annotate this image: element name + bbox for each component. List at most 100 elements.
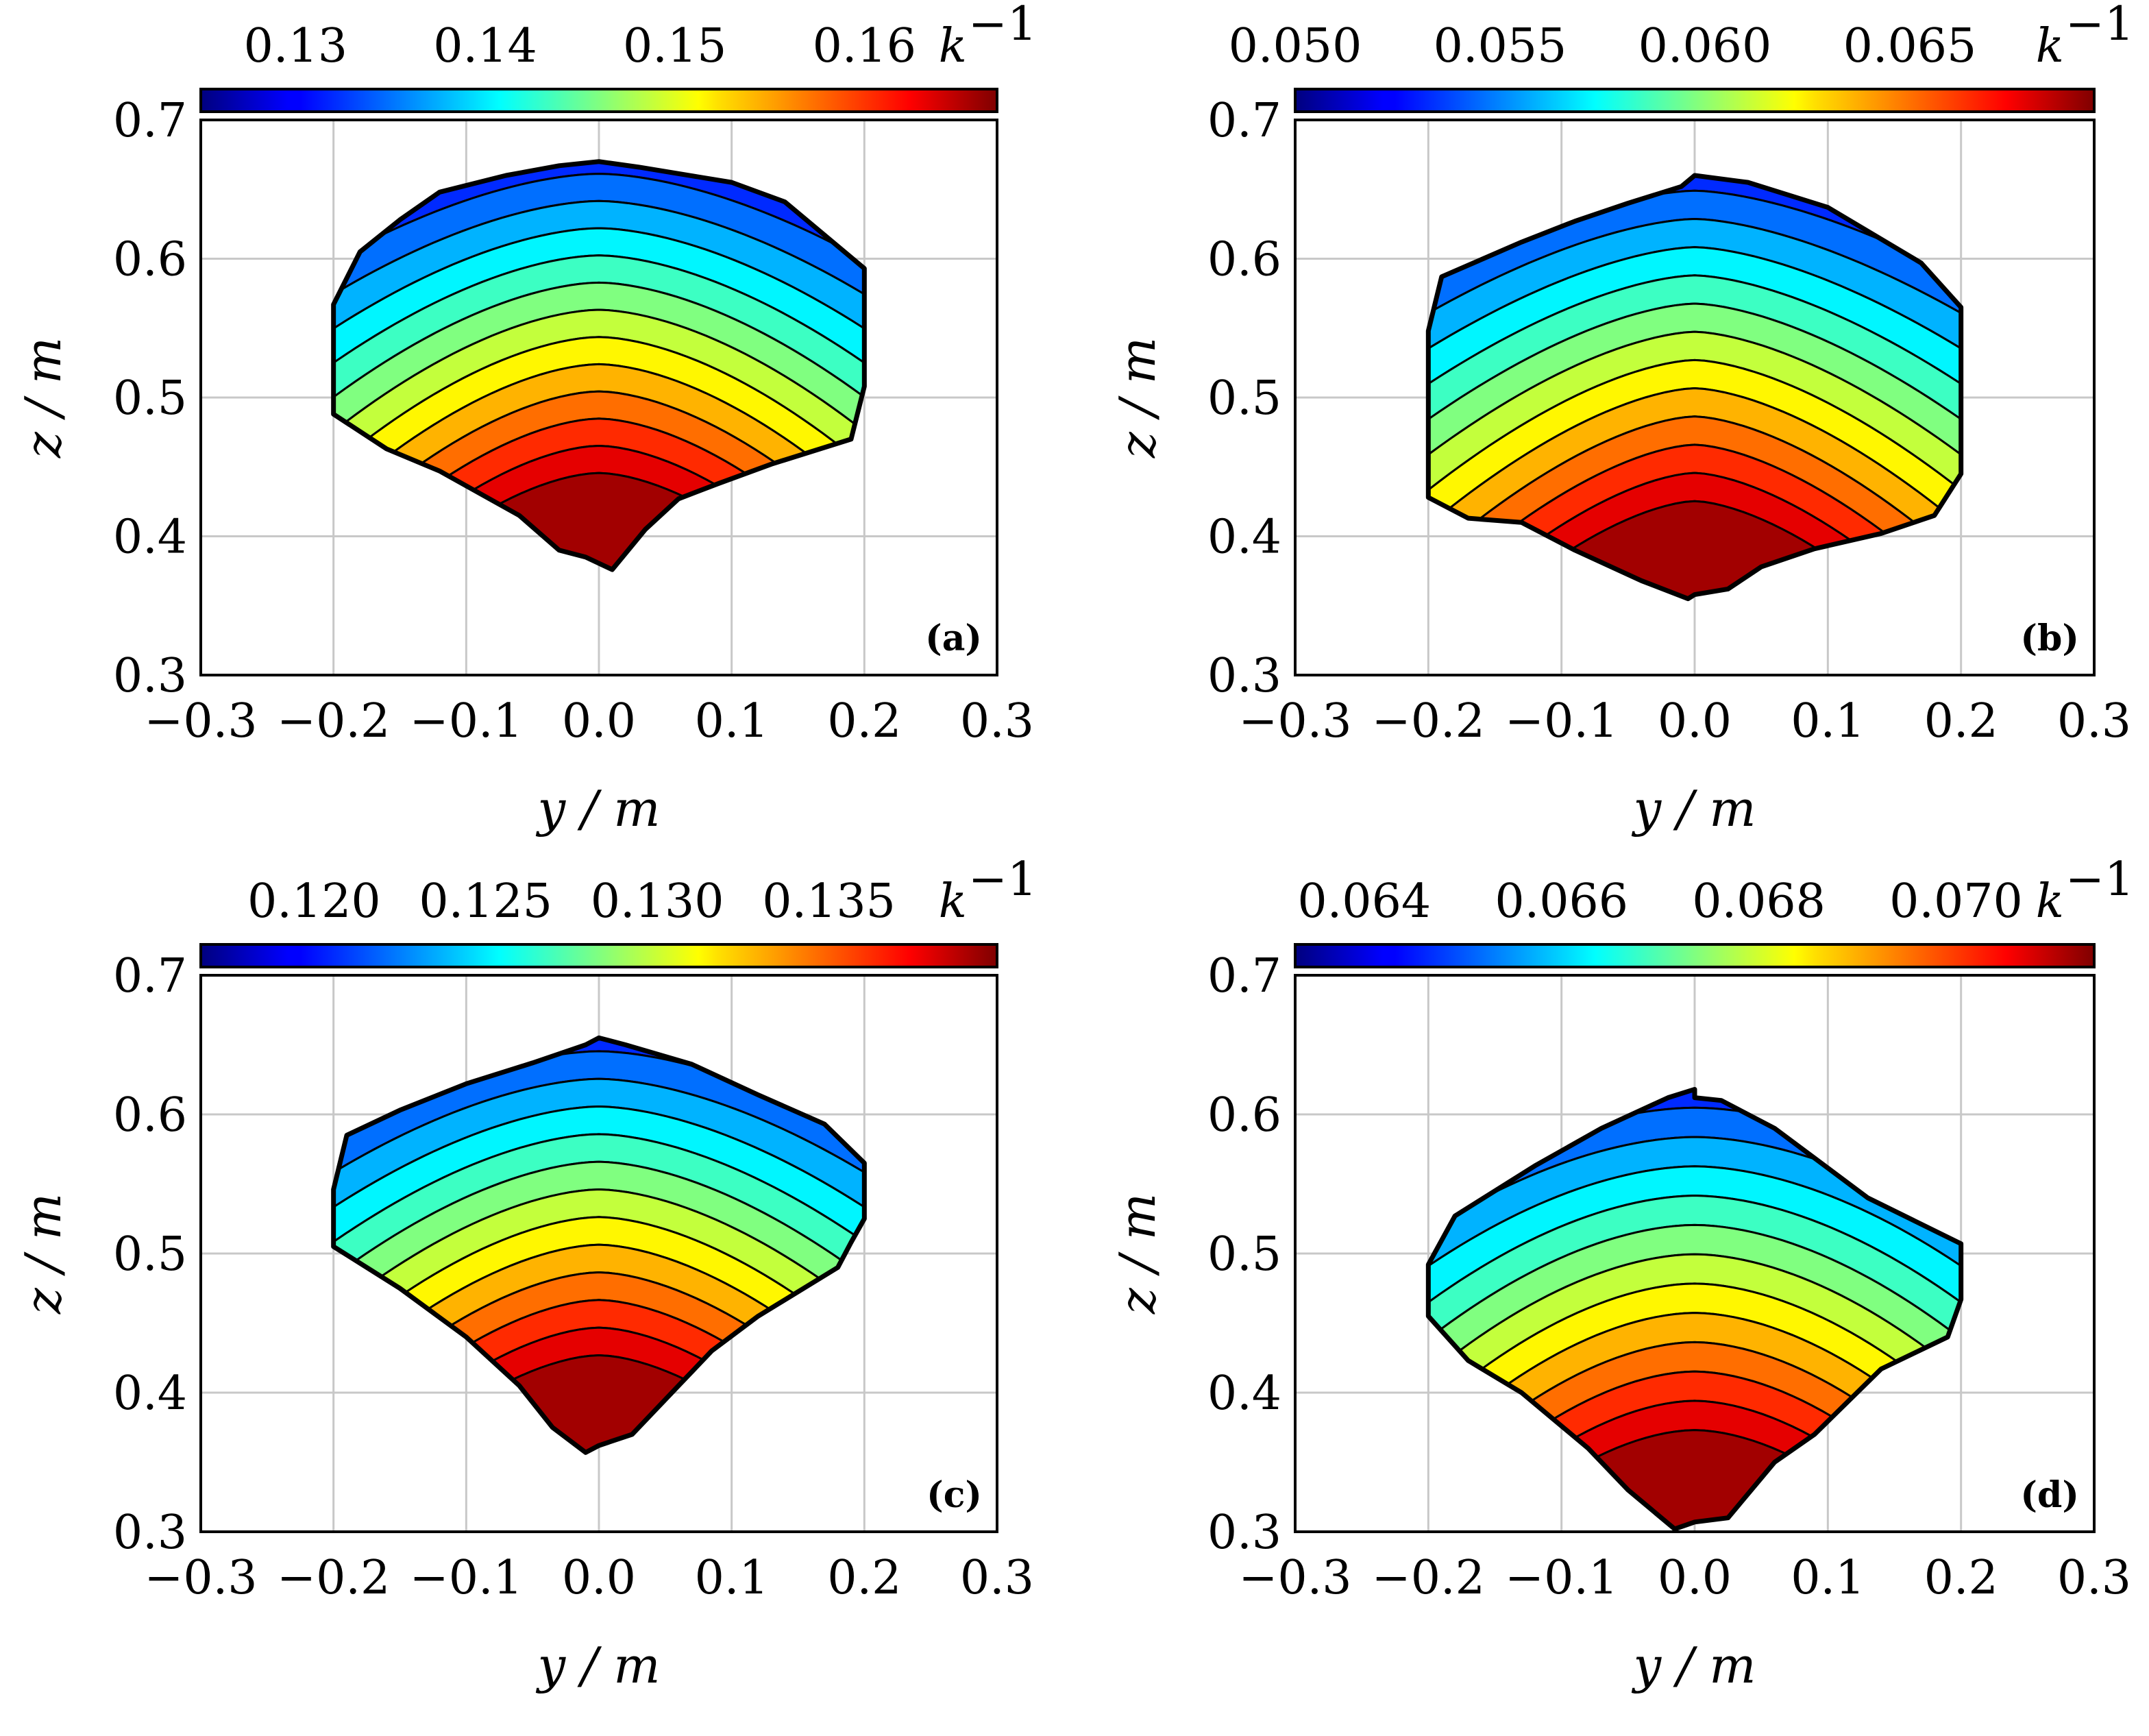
colorbar — [1294, 88, 2096, 113]
y-tick-label: 0.6 — [1207, 1088, 1281, 1142]
colorbar-tick-label: 0.066 — [1495, 875, 1628, 929]
colorbar — [199, 88, 998, 113]
x-tick-label: 0.1 — [1791, 1551, 1865, 1605]
y-tick-label: 0.7 — [113, 94, 187, 148]
panel-c: −0.3 −0.2 −0.1 0.0 0.1 0.2 0.3 0.3 0.4 0.5 0.6 0.7 y… — [14, 853, 1037, 1694]
domain-boundary — [331, 1035, 867, 1455]
x-tick-label: 0.1 — [695, 1551, 769, 1605]
x-tick-label: 0.0 — [562, 1551, 636, 1605]
x-tick-label: −0.1 — [410, 694, 523, 748]
x-tick-label: 0.2 — [827, 694, 901, 748]
colorbar-label: k — [939, 19, 967, 73]
x-tick-label: 0.0 — [562, 694, 636, 748]
y-tick-label: 0.4 — [113, 511, 187, 565]
colorbar-label-superscript: −1 — [2065, 0, 2134, 51]
y-tick-label: 0.6 — [113, 233, 187, 287]
x-tick-label: −0.2 — [277, 1551, 390, 1605]
x-tick-label: 0.3 — [960, 1551, 1034, 1605]
colorbar-label-superscript: −1 — [968, 0, 1037, 51]
x-axis-label: y / m — [1632, 780, 1756, 838]
x-axis-label: y / m — [1632, 1637, 1756, 1694]
x-tick-label: 0.1 — [695, 694, 769, 748]
colorbar-tick-label: 0.14 — [433, 19, 537, 73]
colorbar-tick-label: 0.16 — [813, 19, 916, 73]
panel-label: (a) — [925, 618, 982, 659]
colorbar-label: k — [2036, 19, 2064, 73]
axes-frame — [1294, 119, 2096, 676]
x-tick-label: 0.0 — [1658, 694, 1732, 748]
y-tick-label: 0.5 — [113, 371, 187, 426]
x-axis-label: y / m — [536, 780, 661, 838]
axes-frame — [199, 119, 998, 676]
panel-label: (d) — [2020, 1474, 2079, 1516]
colorbar-tick-label: 0.15 — [623, 19, 726, 73]
y-tick-label: 0.5 — [1207, 1227, 1281, 1282]
x-tick-label: −0.1 — [410, 1551, 523, 1605]
colorbar-tick-label: 0.13 — [244, 19, 347, 73]
x-tick-label: 0.2 — [827, 1551, 901, 1605]
y-tick-label: 0.3 — [1207, 649, 1281, 703]
y-tick-label: 0.6 — [1207, 233, 1281, 287]
y-axis-label: z / m — [14, 337, 72, 459]
x-tick-label: 0.0 — [1658, 1551, 1732, 1605]
y-tick-label: 0.5 — [1207, 371, 1281, 426]
colorbar-tick-label: 0.060 — [1638, 19, 1772, 73]
domain-boundary — [1425, 1086, 1964, 1532]
colorbar-tick-label: 0.125 — [419, 875, 552, 929]
x-tick-label: −0.1 — [1505, 1551, 1618, 1605]
y-tick-label: 0.3 — [113, 649, 187, 703]
colorbar-label: k — [2036, 875, 2064, 929]
y-tick-label: 0.4 — [113, 1367, 187, 1421]
x-tick-label: 0.2 — [1924, 1551, 1998, 1605]
x-tick-label: 0.2 — [1924, 694, 1998, 748]
colorbar-label: k — [939, 875, 967, 929]
colorbar — [199, 943, 998, 968]
colorbar-tick-label: 0.130 — [591, 875, 724, 929]
panel-b: −0.3 −0.2 −0.1 0.0 0.1 0.2 0.3 0.3 0.4 0.5 0.6 0.7 y… — [1109, 0, 2134, 838]
colorbar-tick-label: 0.135 — [762, 875, 896, 929]
colorbar-tick-label: 0.050 — [1229, 19, 1362, 73]
x-tick-label: −0.2 — [1372, 1551, 1485, 1605]
colorbar-tick-label: 0.055 — [1434, 19, 1567, 73]
x-tick-label: 0.3 — [2057, 694, 2131, 748]
x-tick-label: −0.3 — [1238, 694, 1351, 748]
x-tick-label: 0.1 — [1791, 694, 1865, 748]
y-tick-label: 0.7 — [113, 949, 187, 1003]
colorbar — [1294, 943, 2096, 968]
colorbar-label-superscript: −1 — [2065, 853, 2134, 907]
y-tick-label: 0.3 — [113, 1506, 187, 1560]
colorbar-label-superscript: −1 — [968, 853, 1037, 907]
y-axis-label: z / m — [1109, 337, 1166, 459]
axes-frame — [1294, 974, 2096, 1533]
domain-boundary — [331, 159, 867, 572]
x-axis-label: y / m — [536, 1637, 661, 1694]
y-tick-label: 0.7 — [1207, 94, 1281, 148]
panel-d: −0.3 −0.2 −0.1 0.0 0.1 0.2 0.3 0.3 0.4 0.5 0.6 0.7 y… — [1109, 853, 2134, 1694]
domain-boundary — [1425, 173, 1964, 602]
x-tick-label: 0.3 — [2057, 1551, 2131, 1605]
colorbar-tick-label: 0.070 — [1889, 875, 2023, 929]
x-tick-label: −0.2 — [1372, 694, 1485, 748]
x-tick-label: −0.2 — [277, 694, 390, 748]
panel-label: (b) — [2020, 618, 2079, 659]
colorbar-tick-label: 0.120 — [247, 875, 381, 929]
colorbar-tick-label: 0.064 — [1297, 875, 1431, 929]
y-tick-label: 0.7 — [1207, 949, 1281, 1003]
y-tick-label: 0.4 — [1207, 1367, 1281, 1421]
colorbar-tick-label: 0.068 — [1692, 875, 1826, 929]
x-tick-label: −0.3 — [144, 694, 257, 748]
y-tick-label: 0.6 — [113, 1088, 187, 1142]
x-tick-label: −0.3 — [1238, 1551, 1351, 1605]
axes-frame — [199, 974, 998, 1533]
y-axis-label: z / m — [14, 1193, 72, 1315]
panel-a: −0.3 −0.2 −0.1 0.0 0.1 0.2 0.3 0.3 0.4 0.5 0.6 0.7 y… — [14, 0, 1037, 838]
panel-label: (c) — [926, 1474, 982, 1516]
x-tick-label: 0.3 — [960, 694, 1034, 748]
y-tick-label: 0.3 — [1207, 1506, 1281, 1560]
y-axis-label: z / m — [1109, 1193, 1166, 1315]
y-tick-label: 0.5 — [113, 1227, 187, 1282]
x-tick-label: −0.3 — [144, 1551, 257, 1605]
x-tick-label: −0.1 — [1505, 694, 1618, 748]
colorbar-tick-label: 0.065 — [1843, 19, 1977, 73]
